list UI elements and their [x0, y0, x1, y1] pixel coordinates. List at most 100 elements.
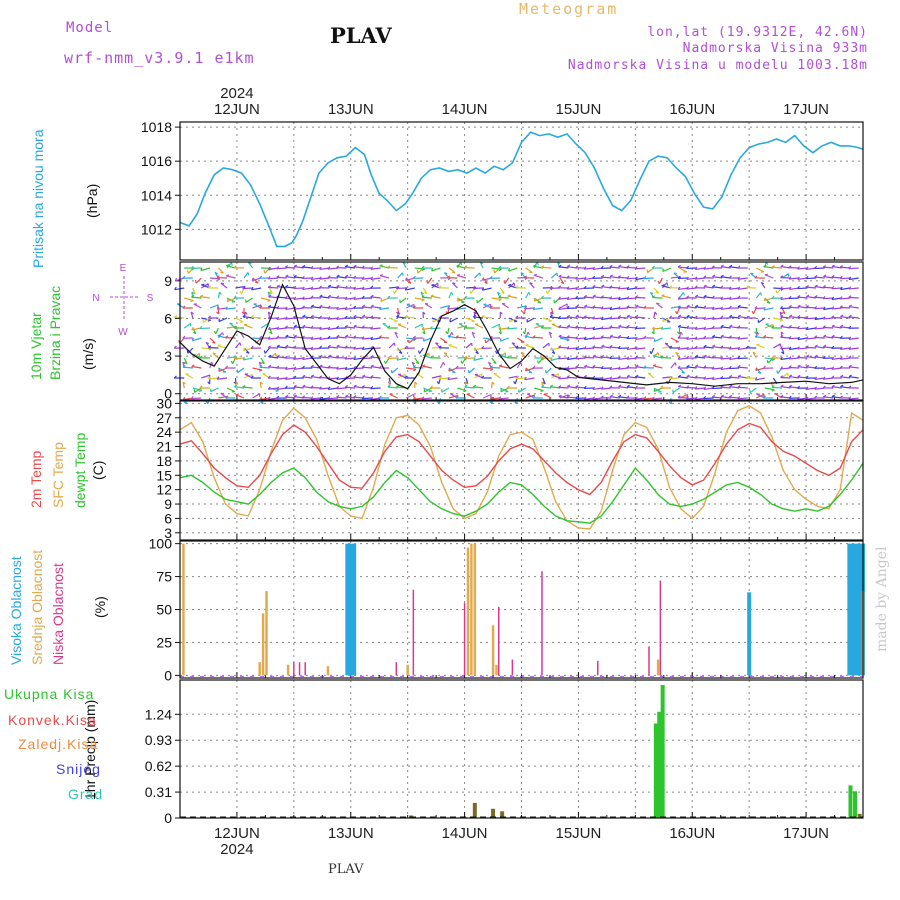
wind-barb-head	[583, 285, 587, 289]
wind-barb	[370, 337, 381, 341]
wind-barb	[439, 361, 444, 369]
wind-barb	[626, 376, 637, 379]
wind-barb-head	[353, 394, 357, 398]
wind-barb-head	[839, 395, 843, 399]
wind-barb-head	[592, 326, 596, 330]
wind-barb	[703, 397, 714, 400]
wind-barb-head	[575, 265, 579, 269]
wind-barb	[251, 287, 262, 291]
wind-barb-head	[677, 335, 681, 339]
y-tick-label: 15	[156, 467, 172, 483]
wind-barb-head	[248, 261, 252, 265]
wind-barb-head	[592, 396, 596, 400]
wind-barb	[559, 337, 570, 341]
cloud-bar-2	[412, 589, 415, 676]
wind-barb	[268, 295, 279, 299]
wind-barb-head	[609, 306, 613, 310]
wind-barb	[518, 387, 527, 393]
wind-barb-head	[276, 266, 280, 270]
wind-barb	[362, 337, 373, 340]
wind-barb-head	[250, 314, 255, 318]
wind-barb-head	[737, 336, 741, 340]
wind-barb-head	[455, 335, 459, 338]
wind-barb-head	[797, 266, 800, 270]
wind-barb	[217, 335, 228, 339]
wind-barb-head	[430, 294, 434, 297]
wind-barb-head	[327, 386, 331, 390]
wind-barb	[789, 347, 800, 351]
wind-barb	[601, 285, 612, 289]
wind-barb-head	[455, 365, 459, 369]
wind-barb-head	[255, 281, 259, 284]
wind-barb	[431, 282, 439, 289]
wind-barb	[541, 266, 552, 269]
wind-barb	[647, 267, 655, 274]
wind-barb-head	[848, 295, 852, 299]
wind-barb	[831, 357, 842, 360]
wind-barb-head	[675, 310, 678, 315]
wind-barb	[676, 307, 680, 315]
wind-barb	[729, 376, 740, 379]
wind-barb-head	[662, 318, 665, 322]
wind-barb	[703, 377, 714, 380]
wind-barb-head	[780, 375, 784, 379]
wind-barb-head	[448, 367, 451, 372]
wind-barb-head	[686, 394, 689, 398]
wind-barb-head	[583, 396, 587, 400]
wind-barb-head	[763, 334, 767, 338]
wind-barb	[678, 287, 689, 291]
date-label-bottom: 12JUN	[214, 825, 260, 842]
precip-bar-0	[653, 723, 658, 818]
wind-barb	[294, 265, 304, 269]
wind-barb-head	[344, 296, 348, 300]
wind-barb	[720, 266, 731, 269]
wind-barb-head	[558, 274, 562, 278]
wind-barb	[482, 277, 492, 281]
wind-barb-head	[720, 356, 724, 360]
wind-barb	[482, 287, 492, 291]
wind-barb-head	[208, 345, 212, 349]
cloud-bar-1	[491, 625, 495, 676]
wind-barb-head	[676, 331, 680, 335]
wind-barb	[592, 267, 603, 271]
wind-barb-head	[284, 385, 288, 389]
wind-barb	[635, 316, 646, 319]
wind-barb	[831, 297, 842, 301]
wind-barb-head	[285, 394, 289, 398]
wind-barb-head	[720, 296, 724, 300]
wind-barb-head	[686, 286, 689, 290]
wind-barb-head	[421, 326, 425, 330]
wind-barb	[251, 316, 262, 319]
wind-barb-head	[703, 326, 707, 330]
wind-barb-head	[575, 325, 579, 328]
wind-barb	[268, 337, 279, 340]
date-label-bottom: 15JUN	[555, 825, 601, 842]
wind-barb-head	[284, 325, 288, 329]
wind-barb-head	[712, 284, 716, 288]
wind-barb	[567, 347, 578, 350]
wind-barb	[780, 367, 791, 370]
wind-barb-head	[310, 336, 314, 340]
wind-barb-head	[728, 335, 732, 339]
wind-barb	[276, 346, 287, 349]
wind-barb	[408, 337, 416, 344]
wind-barb	[524, 327, 527, 335]
wind-barb-head	[225, 274, 230, 277]
wind-barb-head	[276, 284, 280, 288]
wind-barb	[345, 335, 356, 339]
wind-barb	[424, 303, 433, 309]
wind-barb-head	[822, 306, 826, 310]
wind-barb-head	[508, 268, 511, 272]
wind-barb-head	[618, 384, 622, 388]
wind-barb-head	[268, 364, 272, 368]
wind-barb-head	[396, 347, 399, 351]
wind-barb-head	[361, 325, 365, 329]
wind-barb-head	[550, 357, 553, 361]
wind-barb-head	[276, 395, 280, 399]
wind-barb-head	[788, 314, 793, 318]
wind-barb	[575, 277, 586, 280]
wind-barb-head	[839, 276, 843, 280]
wind-barb-head	[729, 384, 733, 388]
panel-frame	[179, 679, 864, 819]
wind-barb-head	[489, 401, 493, 405]
